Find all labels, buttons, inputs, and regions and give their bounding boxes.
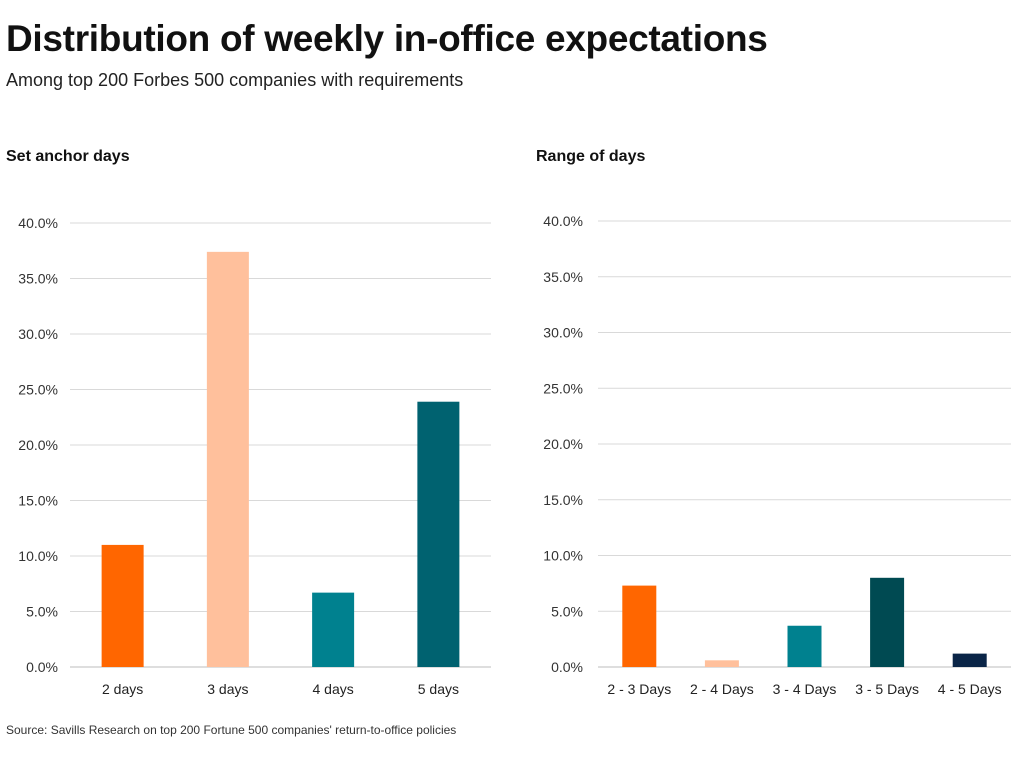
x-category-label: 3 - 4 Days [773,681,837,697]
y-tick-label: 5.0% [26,604,58,620]
source-note: Source: Savills Research on top 200 Fort… [6,723,457,737]
y-tick-label: 35.0% [18,271,58,287]
y-tick-label: 0.0% [551,659,583,675]
y-tick-label: 20.0% [18,437,58,453]
y-tick-label: 30.0% [543,325,583,341]
x-category-label: 2 days [102,681,143,697]
bar [206,251,249,668]
chart-title: Distribution of weekly in-office expecta… [6,18,768,59]
y-tick-label: 35.0% [543,269,583,285]
x-category-label: 2 - 3 Days [607,681,671,697]
bar [787,625,822,667]
y-tick-label: 5.0% [551,603,583,619]
bar [417,401,460,667]
y-tick-label: 30.0% [18,326,58,342]
panel-title-anchor-days: Set anchor days [6,148,130,165]
y-tick-label: 0.0% [26,659,58,675]
y-tick-label: 25.0% [543,380,583,396]
x-category-label: 2 - 4 Days [690,681,754,697]
x-category-label: 4 - 5 Days [938,681,1002,697]
y-tick-label: 15.0% [543,492,583,508]
bar [312,592,355,667]
chart-subtitle: Among top 200 Forbes 500 companies with … [6,70,464,90]
y-tick-label: 15.0% [18,493,58,509]
x-category-label: 5 days [418,681,459,697]
y-tick-label: 40.0% [18,215,58,231]
bar [101,544,144,667]
y-tick-label: 10.0% [543,548,583,564]
bar [870,577,905,667]
y-tick-label: 10.0% [18,548,58,564]
bar [952,653,987,667]
bar [622,585,657,667]
y-tick-label: 20.0% [543,436,583,452]
y-tick-label: 40.0% [543,213,583,229]
y-tick-label: 25.0% [18,382,58,398]
x-category-label: 3 - 5 Days [855,681,919,697]
x-category-label: 3 days [207,681,248,697]
x-category-label: 4 days [313,681,354,697]
panel-title-range-days: Range of days [536,148,646,165]
bar [704,660,739,667]
